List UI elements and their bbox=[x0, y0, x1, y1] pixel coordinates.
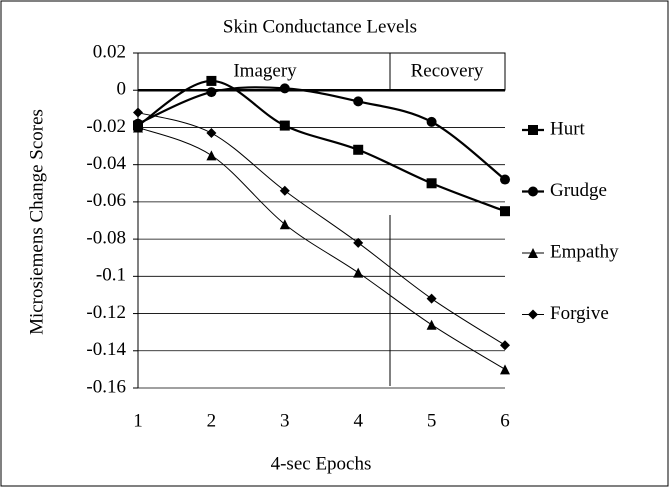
marker bbox=[206, 87, 217, 98]
marker bbox=[353, 96, 364, 107]
marker bbox=[426, 178, 437, 189]
marker bbox=[426, 116, 437, 127]
marker bbox=[500, 206, 510, 217]
marker bbox=[500, 174, 510, 185]
legend-label: Forgive bbox=[550, 303, 609, 324]
marker bbox=[133, 107, 143, 118]
y-tick-label: 0 bbox=[117, 79, 127, 100]
annotation: Imagery bbox=[233, 60, 297, 81]
y-tick-label: -0.06 bbox=[86, 190, 126, 211]
marker bbox=[500, 364, 510, 375]
x-tick-label: 6 bbox=[500, 410, 510, 431]
marker bbox=[353, 267, 364, 278]
chart-title: Skin Conductance Levels bbox=[223, 16, 417, 37]
x-tick-label: 1 bbox=[133, 410, 143, 431]
annotation: Recovery bbox=[411, 60, 484, 81]
marker bbox=[426, 293, 437, 304]
marker bbox=[206, 75, 217, 86]
y-tick-label: -0.16 bbox=[86, 376, 126, 397]
marker bbox=[133, 122, 143, 133]
marker bbox=[500, 340, 510, 351]
y-tick-label: -0.12 bbox=[86, 302, 126, 323]
marker bbox=[353, 237, 364, 248]
marker bbox=[528, 186, 538, 197]
legend-label: Empathy bbox=[550, 241, 619, 262]
x-axis-label: 4-sec Epochs bbox=[271, 453, 372, 474]
y-tick-label: -0.08 bbox=[86, 227, 126, 248]
marker bbox=[279, 219, 290, 230]
x-tick-label: 4 bbox=[353, 410, 363, 431]
marker bbox=[528, 309, 538, 320]
legend-label: Hurt bbox=[550, 118, 586, 139]
marker bbox=[206, 128, 217, 139]
y-tick-label: -0.02 bbox=[86, 116, 126, 137]
marker bbox=[279, 83, 290, 94]
y-tick-label: 0.02 bbox=[93, 41, 126, 62]
series-line bbox=[137, 86, 506, 181]
marker bbox=[206, 150, 217, 161]
y-axis-label: Microsiemens Change Scores bbox=[26, 109, 47, 335]
x-tick-label: 5 bbox=[427, 410, 437, 431]
marker bbox=[528, 248, 538, 258]
marker bbox=[426, 319, 437, 330]
x-tick-label: 2 bbox=[207, 410, 217, 431]
marker bbox=[353, 144, 364, 155]
y-tick-label: -0.04 bbox=[86, 153, 126, 174]
y-tick-label: -0.14 bbox=[86, 339, 126, 360]
marker bbox=[279, 185, 290, 196]
marker bbox=[279, 120, 290, 131]
legend-label: Grudge bbox=[550, 180, 607, 201]
y-tick-label: -0.1 bbox=[96, 265, 126, 286]
x-tick-label: 3 bbox=[280, 410, 290, 431]
marker bbox=[528, 125, 538, 135]
